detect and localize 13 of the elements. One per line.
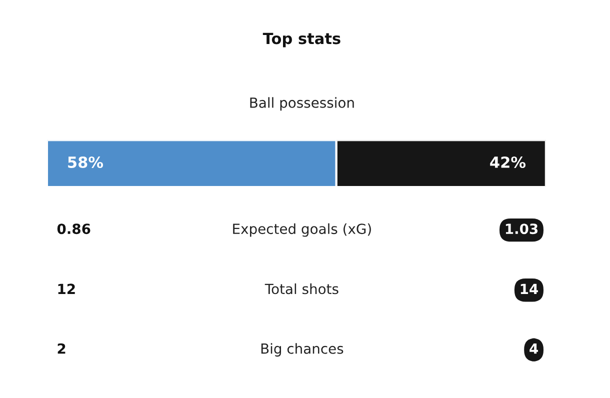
- chart-subtitle: Ball possession: [250, 97, 354, 111]
- text: 12: [58, 284, 75, 294]
- chart-title: Top stats: [262, 32, 340, 48]
- text: Big chances: [261, 343, 344, 357]
- data-label: 58%: [68, 156, 104, 168]
- text: 2: [58, 343, 66, 354]
- text: 1.03: [506, 224, 538, 234]
- data-label: 42%: [490, 156, 526, 168]
- text: 4: [530, 344, 538, 354]
- text: 0.86: [57, 224, 90, 234]
- text: 14: [520, 284, 538, 294]
- text: Expected goals (xG): [233, 223, 371, 237]
- text: Total shots: [264, 283, 338, 294]
